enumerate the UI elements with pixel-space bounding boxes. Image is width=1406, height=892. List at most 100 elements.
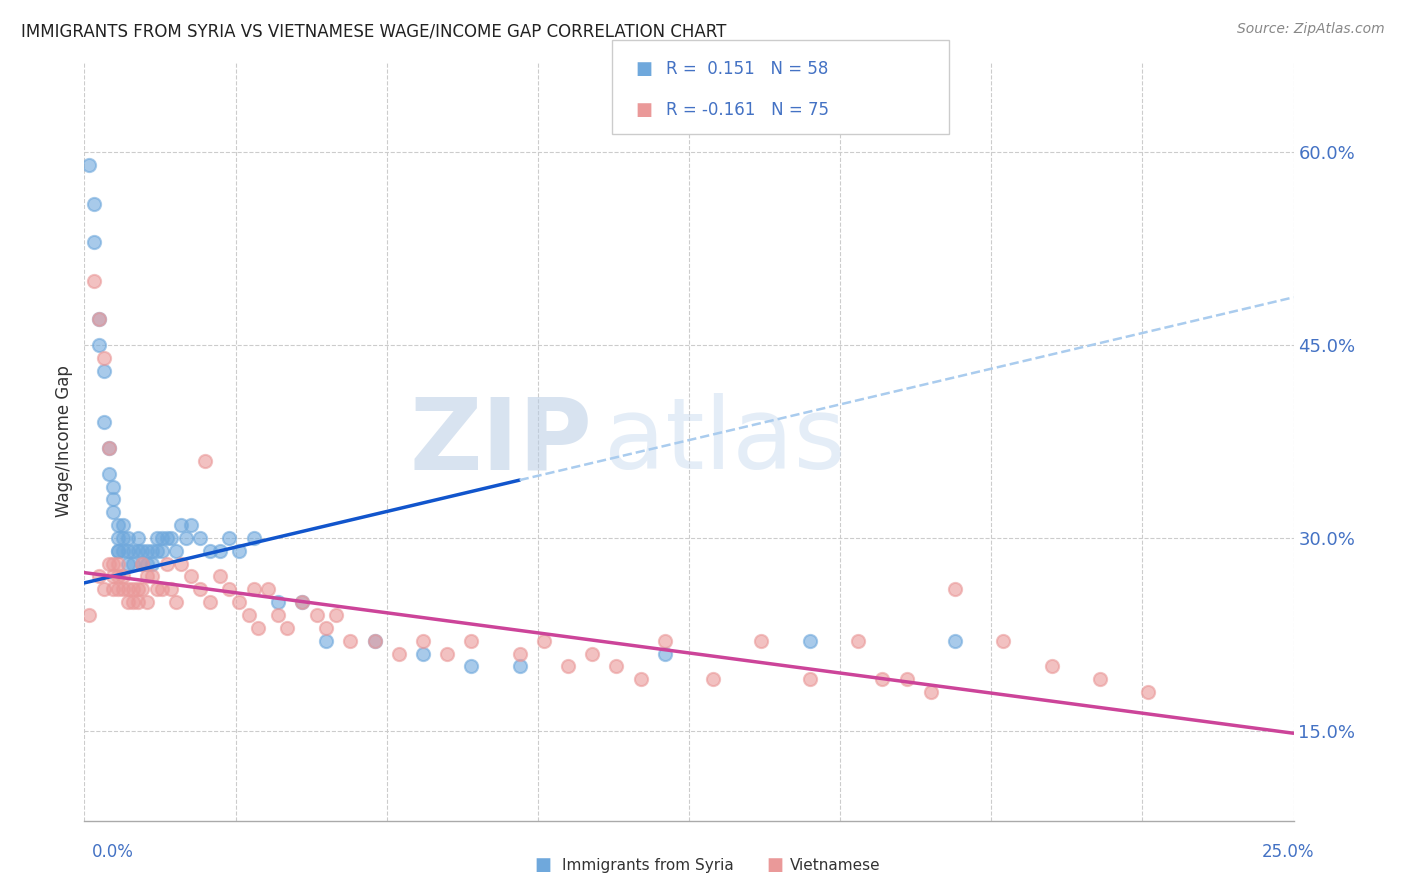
Point [136, 595, 159, 609]
Point [87, 338, 110, 352]
Point [654, 647, 676, 661]
Point [87, 312, 110, 326]
Text: ■: ■ [534, 856, 551, 874]
Point [121, 557, 143, 571]
Point [896, 673, 918, 687]
Point [103, 569, 125, 583]
Point [77, 607, 100, 622]
Point [291, 595, 314, 609]
Text: ■: ■ [766, 856, 783, 874]
Text: Vietnamese: Vietnamese [790, 858, 880, 872]
Point [103, 479, 125, 493]
Point [412, 647, 434, 661]
Point [218, 582, 240, 597]
Text: Immigrants from Syria: Immigrants from Syria [562, 858, 734, 872]
Point [1040, 659, 1063, 673]
Point [228, 595, 250, 609]
Point [141, 569, 163, 583]
Point [97, 441, 120, 455]
Point [581, 647, 603, 661]
Point [165, 543, 187, 558]
Point [131, 557, 153, 571]
Text: 25.0%: 25.0% [1263, 843, 1315, 861]
Point [103, 492, 125, 507]
Point [509, 647, 531, 661]
Point [136, 569, 159, 583]
Point [165, 595, 187, 609]
Point [150, 543, 173, 558]
Text: 0.0%: 0.0% [91, 843, 134, 861]
Point [194, 454, 217, 468]
Point [257, 582, 280, 597]
Point [107, 582, 129, 597]
Point [107, 543, 129, 558]
Point [388, 647, 411, 661]
Text: IMMIGRANTS FROM SYRIA VS VIETNAMESE WAGE/INCOME GAP CORRELATION CHART: IMMIGRANTS FROM SYRIA VS VIETNAMESE WAGE… [21, 22, 727, 40]
Point [190, 582, 212, 597]
Point [107, 543, 129, 558]
Point [97, 441, 120, 455]
Text: atlas: atlas [605, 393, 846, 490]
Point [131, 582, 153, 597]
Point [460, 633, 482, 648]
Point [305, 607, 328, 622]
Point [155, 557, 177, 571]
Point [150, 582, 173, 597]
Point [702, 673, 724, 687]
Point [83, 274, 105, 288]
Point [107, 518, 129, 533]
Point [267, 595, 290, 609]
Point [117, 543, 139, 558]
Point [136, 557, 159, 571]
Text: ZIP: ZIP [409, 393, 592, 490]
Point [799, 633, 821, 648]
Point [218, 531, 240, 545]
Text: ■: ■ [636, 60, 652, 78]
Point [170, 557, 193, 571]
Point [131, 557, 153, 571]
Point [174, 531, 197, 545]
Point [325, 607, 347, 622]
Point [93, 415, 115, 429]
Point [943, 582, 966, 597]
Point [141, 543, 163, 558]
Point [654, 633, 676, 648]
Point [1088, 673, 1111, 687]
Point [131, 543, 153, 558]
Point [136, 543, 159, 558]
Point [93, 582, 115, 597]
Point [87, 312, 110, 326]
Point [208, 543, 231, 558]
Point [315, 633, 337, 648]
Point [630, 673, 652, 687]
Point [103, 505, 125, 519]
Point [77, 158, 100, 172]
Point [180, 518, 202, 533]
Point [112, 569, 135, 583]
Point [160, 531, 183, 545]
Point [107, 557, 129, 571]
Point [121, 595, 143, 609]
Point [112, 543, 135, 558]
Point [1137, 685, 1160, 699]
Point [436, 647, 458, 661]
Point [872, 673, 894, 687]
Point [846, 633, 869, 648]
Point [993, 633, 1015, 648]
Point [247, 621, 270, 635]
Point [112, 518, 135, 533]
Point [117, 582, 139, 597]
Point [146, 531, 169, 545]
Point [83, 196, 105, 211]
Point [363, 633, 385, 648]
Point [141, 557, 163, 571]
Point [363, 633, 385, 648]
Point [460, 659, 482, 673]
Point [127, 595, 149, 609]
Point [242, 531, 264, 545]
Point [509, 659, 531, 673]
Point [117, 531, 139, 545]
Point [228, 543, 250, 558]
Point [605, 659, 627, 673]
Point [117, 557, 139, 571]
